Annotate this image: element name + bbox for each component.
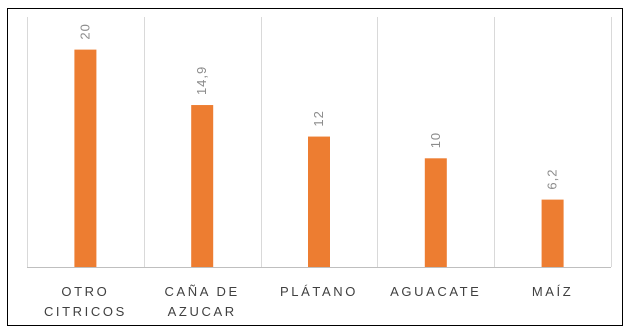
bar-2 [308, 136, 330, 267]
data-label-2: 12 [311, 110, 326, 126]
data-label-3: 10 [428, 132, 443, 148]
category-label-0-1: CITRICOS [44, 304, 127, 319]
cropped-heading-text: mpo [8, 1, 128, 13]
bar-3 [424, 158, 447, 267]
bar-1 [191, 105, 214, 267]
category-label-2-0: PLÁTANO [280, 284, 358, 299]
data-label-4: 6,2 [545, 169, 560, 190]
bar-4 [541, 199, 564, 267]
data-label-1: 14,9 [194, 66, 209, 95]
category-label-0-0: OTRO [61, 284, 109, 299]
category-label-1-0: CAÑA DE [165, 284, 240, 299]
category-label-3-0: AGUACATE [390, 284, 481, 299]
category-label-1-1: AZUCAR [168, 304, 237, 319]
bar-0 [74, 49, 97, 267]
category-label-4-0: MAÍZ [532, 284, 573, 299]
bar-chart: 20 OTRO CITRICOS 14,9 CAÑA DE AZUCAR 12 PLÁTANO… [27, 17, 612, 319]
data-label-0: 20 [77, 23, 92, 39]
